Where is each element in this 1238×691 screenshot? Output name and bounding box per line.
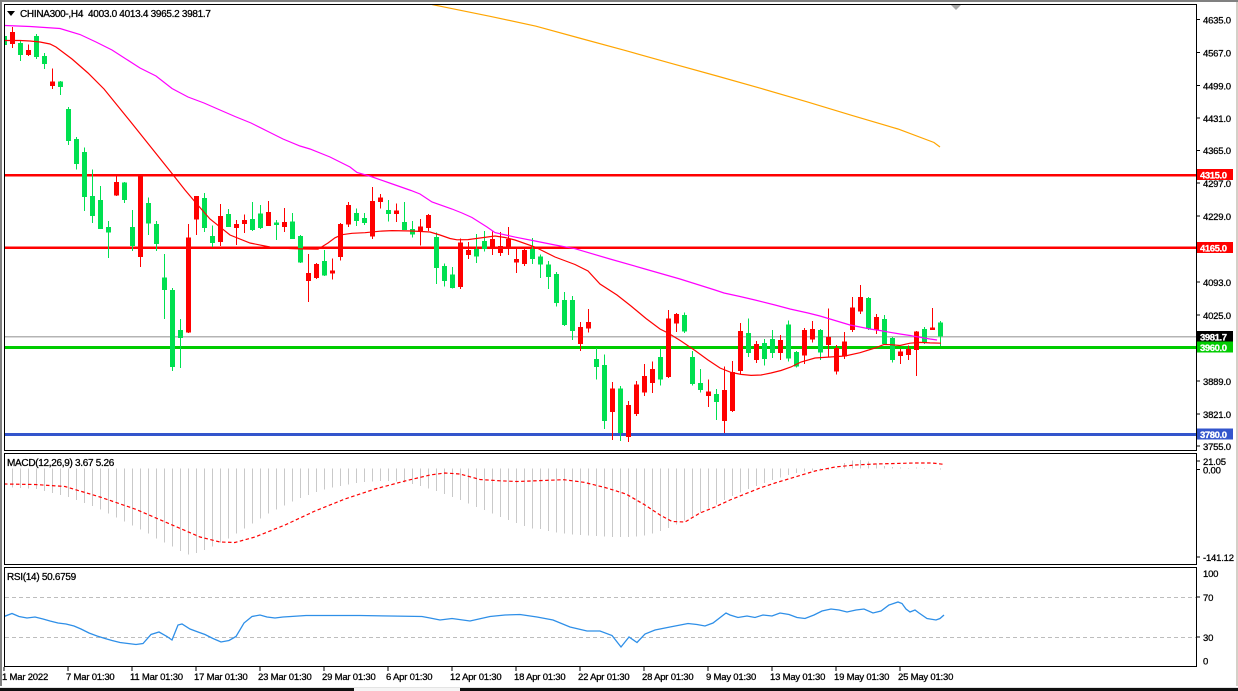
svg-text:19 May 01:30: 19 May 01:30 <box>834 672 889 683</box>
svg-text:17 Mar 01:30: 17 Mar 01:30 <box>194 672 248 683</box>
svg-text:RSI(14) 50.6759: RSI(14) 50.6759 <box>7 572 77 583</box>
svg-text:13 May 01:30: 13 May 01:30 <box>770 672 825 683</box>
svg-text:0: 0 <box>1203 657 1208 668</box>
svg-text:3981.7: 3981.7 <box>1200 333 1227 344</box>
svg-text:9 May 01:30: 9 May 01:30 <box>706 672 756 683</box>
svg-text:4297.0: 4297.0 <box>1203 179 1231 190</box>
svg-text:7 Mar 01:30: 7 Mar 01:30 <box>66 672 115 683</box>
svg-text:23 Mar 01:30: 23 Mar 01:30 <box>258 672 312 683</box>
svg-text:1 Mar 2022: 1 Mar 2022 <box>2 672 48 683</box>
svg-text:4165.0: 4165.0 <box>1200 243 1227 254</box>
svg-text:4567.0: 4567.0 <box>1203 48 1231 59</box>
svg-text:3780.0: 3780.0 <box>1200 430 1227 441</box>
svg-text:3755.0: 3755.0 <box>1203 442 1231 453</box>
svg-text:70: 70 <box>1203 593 1213 604</box>
svg-text:30: 30 <box>1203 633 1213 644</box>
svg-text:6 Apr 01:30: 6 Apr 01:30 <box>386 672 432 683</box>
svg-text:18 Apr 01:30: 18 Apr 01:30 <box>514 672 565 683</box>
svg-text:-141.12: -141.12 <box>1203 553 1234 564</box>
svg-text:29 Mar 01:30: 29 Mar 01:30 <box>322 672 376 683</box>
svg-text:3889.0: 3889.0 <box>1203 377 1231 388</box>
svg-text:4315.0: 4315.0 <box>1200 171 1227 182</box>
svg-text:25 May 01:30: 25 May 01:30 <box>898 672 953 683</box>
svg-text:CHINA300-,H4 4003.0 4013.4 39: CHINA300-,H4 4003.0 4013.4 3965.2 3981.7 <box>20 9 211 20</box>
svg-text:4365.0: 4365.0 <box>1203 146 1231 157</box>
svg-text:0.00: 0.00 <box>1203 466 1221 477</box>
svg-text:4093.0: 4093.0 <box>1203 278 1231 289</box>
svg-text:4635.0: 4635.0 <box>1203 15 1231 26</box>
svg-text:3960.0: 3960.0 <box>1200 343 1227 354</box>
svg-text:4431.0: 4431.0 <box>1203 114 1231 125</box>
svg-text:21.05: 21.05 <box>1203 457 1226 468</box>
svg-text:100: 100 <box>1203 569 1218 580</box>
svg-text:4229.0: 4229.0 <box>1203 212 1231 223</box>
svg-text:4499.0: 4499.0 <box>1203 81 1231 92</box>
svg-text:4025.0: 4025.0 <box>1203 311 1231 322</box>
svg-text:12 Apr 01:30: 12 Apr 01:30 <box>450 672 501 683</box>
svg-text:11 Mar 01:30: 11 Mar 01:30 <box>130 672 183 683</box>
svg-text:22 Apr 01:30: 22 Apr 01:30 <box>578 672 629 683</box>
svg-text:MACD(12,26,9) 3.67 5.26: MACD(12,26,9) 3.67 5.26 <box>7 458 115 469</box>
svg-text:3821.0: 3821.0 <box>1203 410 1231 421</box>
svg-text:28 Apr 01:30: 28 Apr 01:30 <box>642 672 693 683</box>
